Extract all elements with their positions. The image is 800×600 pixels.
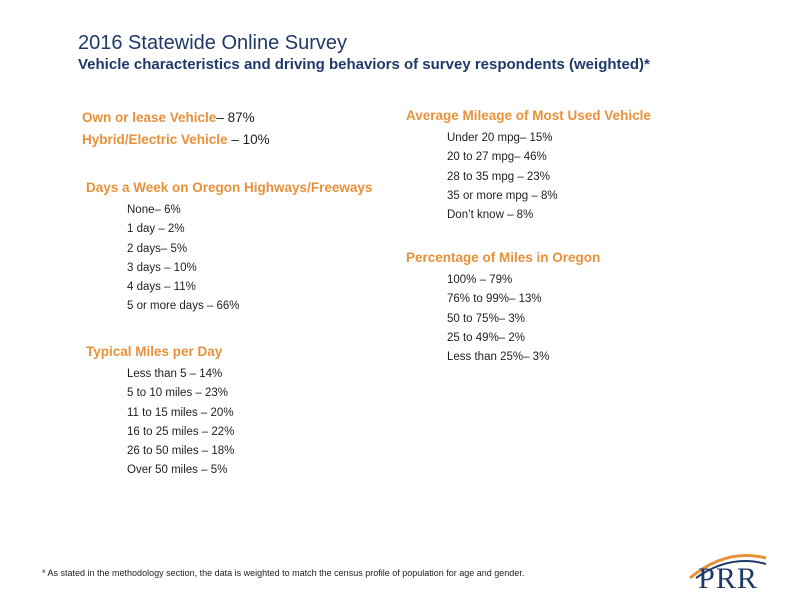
page-title: 2016 Statewide Online Survey <box>78 32 348 54</box>
list-item: 5 to 10 miles – 23% <box>127 387 229 400</box>
hybrid-value: – 10% <box>227 132 270 147</box>
own-lease-value: – 87% <box>216 110 255 125</box>
hybrid-label: Hybrid/Electric Vehicle <box>82 132 228 147</box>
own-lease-label: Own or lease Vehicle <box>82 110 217 125</box>
list-item: 35 or more mpg – 8% <box>447 189 558 202</box>
section-title: Typical Miles per Day <box>86 344 223 359</box>
list-item: 76% to 99%– 13% <box>447 293 542 306</box>
list-item: 50 to 75%– 3% <box>447 312 526 325</box>
logo-arc-icon <box>689 554 767 580</box>
oregon-miles-list: 100% – 79% 76% to 99%– 13% 50 to 75%– 3%… <box>406 271 600 367</box>
list-item: 25 to 49%– 2% <box>447 331 526 344</box>
list-item: 5 or more days – 66% <box>127 300 240 313</box>
list-item: 3 days – 10% <box>127 261 197 274</box>
page-subtitle: Vehicle characteristics and driving beha… <box>78 56 650 73</box>
list-item: Over 50 miles – 5% <box>127 464 228 477</box>
list-item: None– 6% <box>127 204 181 216</box>
list-item: Less than 5 – 14% <box>127 368 223 380</box>
list-item: 1 day – 2% <box>127 223 185 236</box>
days-per-week-list: None– 6% 1 day – 2% 2 days– 5% 3 days – … <box>86 201 372 317</box>
own-lease-stat: Own or lease Vehicle– 87% <box>82 110 255 125</box>
list-item: 20 to 27 mpg– 46% <box>447 151 547 164</box>
logo-text: PRR <box>698 562 758 595</box>
list-item: 11 to 15 miles – 20% <box>127 406 234 419</box>
mileage-section: Average Mileage of Most Used Vehicle Und… <box>406 108 651 225</box>
section-title: Days a Week on Oregon Highways/Freeways <box>86 180 373 195</box>
section-title: Percentage of Miles in Oregon <box>406 250 601 265</box>
list-item: Less than 25%– 3% <box>447 351 550 364</box>
list-item: Under 20 mpg– 15% <box>447 132 553 144</box>
list-item: 16 to 25 miles – 22% <box>127 425 235 438</box>
list-item: 26 to 50 miles – 18% <box>127 445 235 458</box>
list-item: Don’t know – 8% <box>447 209 534 222</box>
oregon-miles-section: Percentage of Miles in Oregon 100% – 79%… <box>406 250 600 367</box>
prr-logo: PRR <box>686 550 770 596</box>
miles-per-day-section: Typical Miles per Day Less than 5 – 14% … <box>86 344 234 481</box>
hybrid-stat: Hybrid/Electric Vehicle – 10% <box>82 132 270 147</box>
mileage-list: Under 20 mpg– 15% 20 to 27 mpg– 46% 28 t… <box>406 129 651 225</box>
list-item: 2 days– 5% <box>127 242 188 255</box>
section-title: Average Mileage of Most Used Vehicle <box>406 108 651 123</box>
miles-per-day-list: Less than 5 – 14% 5 to 10 miles – 23% 11… <box>86 365 234 481</box>
days-per-week-section: Days a Week on Oregon Highways/Freeways … <box>86 180 372 317</box>
list-item: 28 to 35 mpg – 23% <box>447 170 550 183</box>
footnote: * As stated in the methodology section, … <box>42 568 525 578</box>
list-item: 4 days – 11% <box>127 281 196 294</box>
list-item: 100% – 79% <box>447 274 513 286</box>
